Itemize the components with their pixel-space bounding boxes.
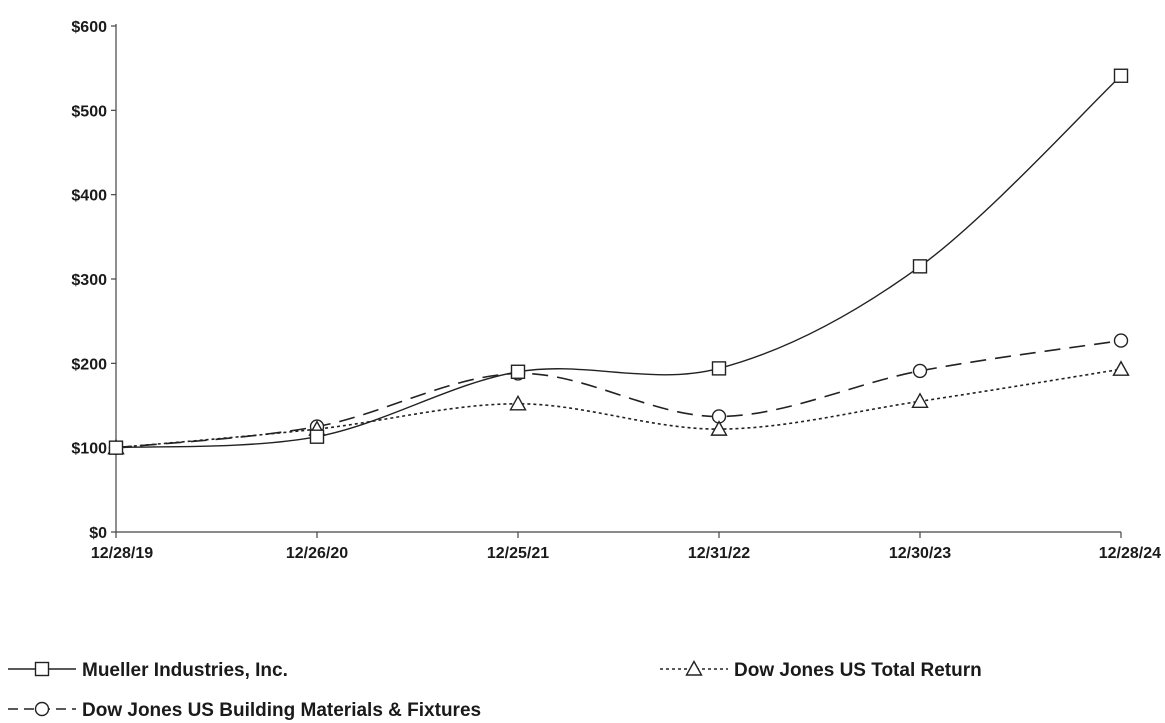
legend-label: Dow Jones US Building Materials & Fixtur…: [82, 700, 481, 721]
legend-item-dow-jones-us-building-materials-fixtures: Dow Jones US Building Materials & Fixtur…: [8, 700, 481, 721]
legend-label: Dow Jones US Total Return: [734, 660, 982, 681]
legend-label: Mueller Industries, Inc.: [82, 660, 288, 681]
y-tick-label: $300: [71, 272, 107, 289]
data-point-mueller-industries-inc: [108, 440, 124, 455]
data-point-dow-jones-us-total-return: [911, 392, 929, 408]
data-point-mueller-industries-inc: [912, 259, 928, 274]
data-point-mueller-industries-inc: [309, 429, 325, 444]
data-point-mueller-industries-inc: [1113, 68, 1129, 83]
legend-swatch-marker: [34, 701, 50, 717]
y-tick-label: $400: [71, 188, 107, 205]
legend-swatch-marker: [685, 660, 703, 676]
legend-swatch-marker: [34, 661, 50, 677]
x-tick-label: 12/31/22: [688, 545, 750, 562]
y-tick-label: $100: [71, 441, 107, 458]
series-line-dow-jones-us-building-materials-fixtures: [115, 339, 1122, 449]
data-point-dow-jones-us-total-return: [710, 420, 728, 436]
series-line-dow-jones-us-total-return: [115, 368, 1122, 449]
x-tick-label: 12/28/24: [1099, 545, 1161, 562]
legend-item-dow-jones-us-total-return: Dow Jones US Total Return: [660, 660, 982, 681]
x-tick-label: 12/30/23: [889, 545, 951, 562]
x-tick-label: 12/28/19: [91, 545, 153, 562]
axes: $0 $100 $200 $300 $400 $500 $600 12/28/19 12/26/…: [71, 19, 1161, 562]
data-point-dow-jones-us-building-materials-fixtures: [912, 363, 928, 379]
y-tick-label: $600: [71, 19, 107, 36]
y-tick-label: $200: [71, 356, 107, 373]
series-line-mueller-industries-inc: [115, 75, 1122, 449]
x-tick-label: 12/26/20: [286, 545, 348, 562]
y-tick-label: $0: [89, 525, 107, 542]
data-point-dow-jones-us-total-return: [1112, 360, 1130, 376]
data-point-mueller-industries-inc: [510, 364, 526, 379]
series-lines: [107, 68, 1130, 455]
data-point-mueller-industries-inc: [711, 361, 727, 376]
legend-item-mueller-industries-inc: Mueller Industries, Inc.: [8, 660, 288, 681]
x-tick-label: 12/25/21: [487, 545, 549, 562]
data-point-dow-jones-us-building-materials-fixtures: [1113, 333, 1129, 348]
y-tick-label: $500: [71, 103, 107, 120]
data-point-dow-jones-us-total-return: [509, 394, 527, 411]
legend: Mueller Industries, Inc. Dow Jones US Tot…: [8, 660, 982, 721]
